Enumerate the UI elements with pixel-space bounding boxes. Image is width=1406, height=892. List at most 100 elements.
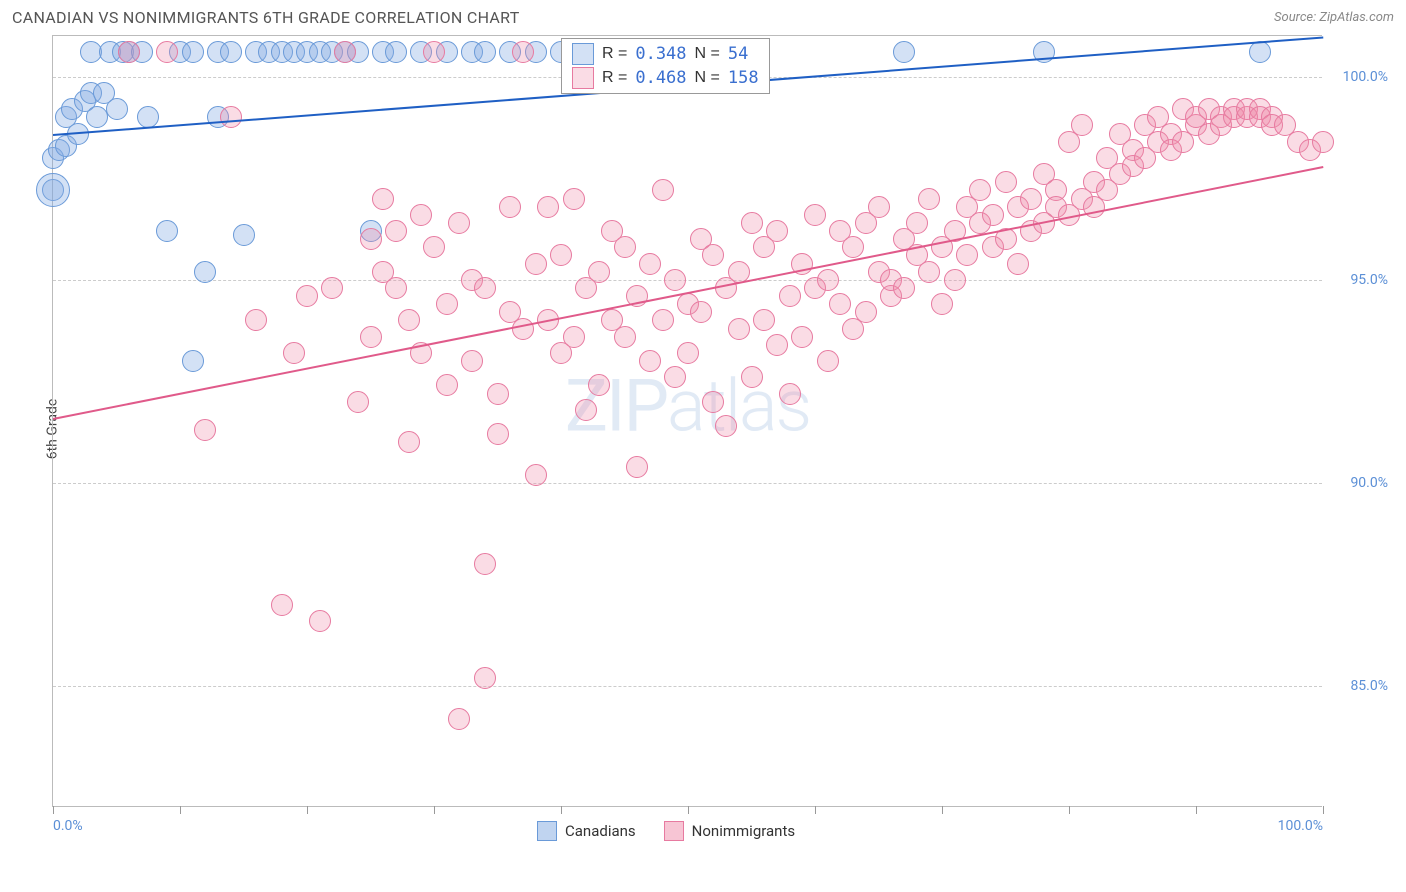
data-point [423,236,445,258]
data-point [448,708,470,730]
data-point [1312,131,1334,153]
stats-box: R =0.348 N = 54R =0.468 N =158 [561,38,770,94]
data-point [563,326,585,348]
data-point [626,456,648,478]
data-point [1007,253,1029,275]
data-point [982,204,1004,226]
y-tick-label: 90.0% [1350,475,1388,491]
data-point [436,374,458,396]
data-point [639,350,661,372]
x-tick-label: 0.0% [53,818,83,834]
stats-swatch [572,43,594,65]
data-point [918,261,940,283]
data-point [639,253,661,275]
data-point [194,419,216,441]
data-point [398,309,420,331]
data-point [512,318,534,340]
data-point [741,366,763,388]
y-tick-label: 85.0% [1350,678,1388,694]
legend-label: Canadians [565,822,636,840]
chart-header: CANADIAN VS NONIMMIGRANTS 6TH GRADE CORR… [0,0,1406,31]
data-point [664,366,686,388]
legend-swatch [537,821,557,841]
data-point [283,342,305,364]
data-point [182,350,204,372]
data-point [906,212,928,234]
data-point [855,301,877,323]
stats-row: R =0.348 N = 54 [562,42,769,66]
trend-line [53,166,1323,420]
data-point [690,301,712,323]
data-point [563,188,585,210]
stats-swatch [572,67,594,89]
x-tick-mark [561,806,562,814]
x-tick-mark [434,806,435,814]
legend-swatch [664,821,684,841]
data-point [702,391,724,413]
data-point [715,415,737,437]
data-point [956,244,978,266]
y-tick-label: 95.0% [1350,272,1388,288]
legend-item: Canadians [537,821,636,841]
x-tick-mark [1196,806,1197,814]
data-point [804,204,826,226]
data-point [385,220,407,242]
x-tick-mark [688,806,689,814]
data-point [931,293,953,315]
gridline [53,280,1322,281]
x-tick-mark [815,806,816,814]
gridline [53,483,1322,484]
data-point [474,41,496,63]
data-point [702,244,724,266]
data-point [664,269,686,291]
data-point [487,383,509,405]
data-point [194,261,216,283]
stats-n: 158 [728,68,759,88]
data-point [474,553,496,575]
data-point [245,309,267,331]
data-point [156,220,178,242]
data-point [36,173,70,207]
data-point [182,41,204,63]
data-point [614,236,636,258]
stats-n: 54 [728,44,748,64]
data-point [728,318,750,340]
data-point [779,383,801,405]
data-point [487,423,509,445]
data-point [423,41,445,63]
data-point [753,309,775,331]
data-point [868,196,890,218]
data-point [817,350,839,372]
data-point [233,224,255,246]
x-tick-mark [180,806,181,814]
data-point [944,269,966,291]
plot-area: ZIPatlas 100.0%95.0%90.0%85.0%0.0%100.0%… [52,35,1322,807]
data-point [677,342,699,364]
data-point [1020,188,1042,210]
data-point [829,293,851,315]
data-point [499,196,521,218]
data-point [779,285,801,307]
data-point [385,277,407,299]
data-point [347,391,369,413]
x-tick-label: 100.0% [1278,818,1323,834]
data-point [156,41,178,63]
data-point [220,106,242,128]
stats-row: R =0.468 N =158 [562,66,769,90]
source-label: Source: ZipAtlas.com [1274,10,1394,25]
data-point [220,41,242,63]
data-point [474,667,496,689]
x-tick-mark [1069,806,1070,814]
data-point [614,326,636,348]
y-tick-label: 100.0% [1343,69,1388,85]
data-point [461,350,483,372]
data-point [652,179,674,201]
data-point [575,399,597,421]
data-point [334,41,356,63]
data-point [766,220,788,242]
data-point [842,236,864,258]
data-point [385,41,407,63]
x-tick-mark [307,806,308,814]
data-point [995,171,1017,193]
data-point [137,106,159,128]
